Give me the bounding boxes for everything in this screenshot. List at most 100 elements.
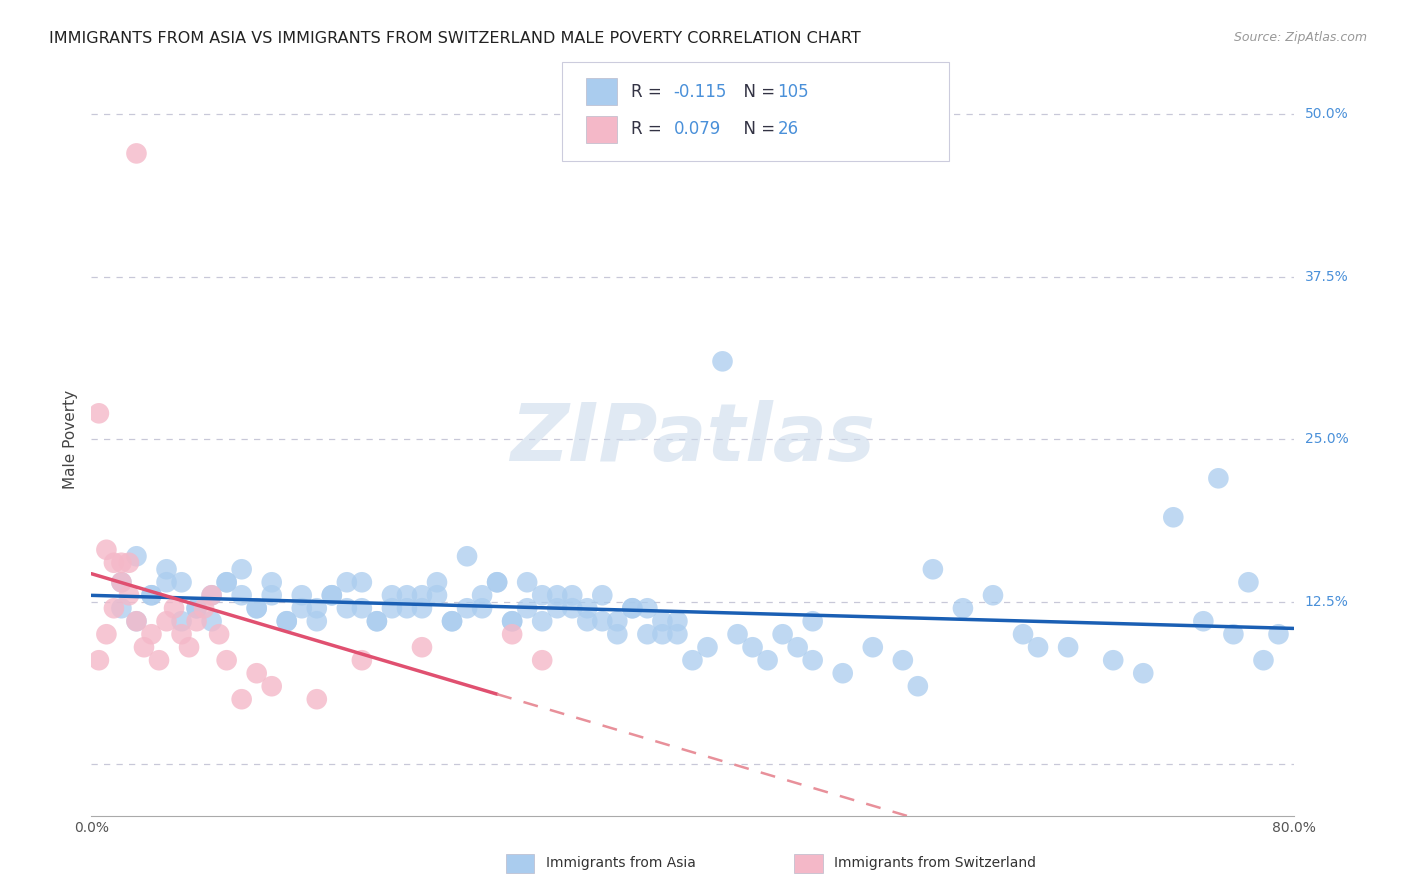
Text: IMMIGRANTS FROM ASIA VS IMMIGRANTS FROM SWITZERLAND MALE POVERTY CORRELATION CHA: IMMIGRANTS FROM ASIA VS IMMIGRANTS FROM …	[49, 31, 860, 46]
Point	[1208, 471, 1230, 485]
Point	[110, 575, 132, 590]
Point	[215, 575, 238, 590]
Point	[381, 588, 404, 602]
Text: 12.5%: 12.5%	[1305, 595, 1348, 608]
Point	[155, 575, 177, 590]
Point	[395, 588, 418, 602]
Point	[546, 588, 568, 602]
Point	[952, 601, 974, 615]
Text: -0.115: -0.115	[673, 83, 727, 101]
Point	[636, 601, 658, 615]
Point	[231, 692, 253, 706]
Text: N =: N =	[733, 120, 780, 138]
Point	[87, 406, 110, 420]
Point	[141, 588, 163, 602]
Point	[201, 614, 224, 628]
Text: Source: ZipAtlas.com: Source: ZipAtlas.com	[1233, 31, 1367, 45]
Point	[291, 601, 314, 615]
Point	[125, 614, 148, 628]
Point	[666, 614, 689, 628]
Point	[125, 549, 148, 564]
Point	[1132, 666, 1154, 681]
Point	[163, 601, 186, 615]
Text: 50.0%: 50.0%	[1305, 107, 1348, 121]
Point	[141, 627, 163, 641]
Point	[1026, 640, 1049, 655]
Point	[291, 588, 314, 602]
Point	[110, 575, 132, 590]
Point	[727, 627, 749, 641]
Point	[170, 575, 193, 590]
Point	[96, 627, 118, 641]
Point	[1222, 627, 1244, 641]
Point	[756, 653, 779, 667]
Point	[1012, 627, 1035, 641]
Point	[155, 614, 177, 628]
Point	[305, 692, 328, 706]
Point	[516, 601, 538, 615]
Point	[201, 588, 224, 602]
Point	[801, 653, 824, 667]
Point	[501, 614, 523, 628]
Point	[411, 588, 433, 602]
Point	[260, 575, 283, 590]
Point	[215, 653, 238, 667]
Point	[546, 601, 568, 615]
Point	[711, 354, 734, 368]
Point	[186, 601, 208, 615]
Point	[246, 601, 269, 615]
Point	[786, 640, 808, 655]
Point	[411, 601, 433, 615]
Point	[276, 614, 298, 628]
Point	[231, 588, 253, 602]
Text: 37.5%: 37.5%	[1305, 270, 1348, 284]
Point	[651, 614, 673, 628]
Point	[981, 588, 1004, 602]
Point	[1192, 614, 1215, 628]
Point	[440, 614, 463, 628]
Point	[591, 614, 613, 628]
Point	[831, 666, 853, 681]
Point	[531, 653, 554, 667]
Text: 0.079: 0.079	[673, 120, 721, 138]
Point	[118, 588, 141, 602]
Point	[907, 679, 929, 693]
Point	[456, 601, 478, 615]
Point	[305, 614, 328, 628]
Point	[381, 601, 404, 615]
Point	[471, 588, 494, 602]
Point	[1253, 653, 1275, 667]
Point	[305, 601, 328, 615]
Point	[231, 562, 253, 576]
Point	[186, 614, 208, 628]
Point	[411, 640, 433, 655]
Point	[1237, 575, 1260, 590]
Point	[440, 614, 463, 628]
Point	[125, 614, 148, 628]
Point	[531, 614, 554, 628]
Point	[110, 556, 132, 570]
Point	[576, 601, 599, 615]
Point	[246, 666, 269, 681]
Point	[772, 627, 794, 641]
Point	[606, 614, 628, 628]
Text: ZIPatlas: ZIPatlas	[510, 401, 875, 478]
Point	[132, 640, 155, 655]
Point	[276, 614, 298, 628]
Text: Immigrants from Asia: Immigrants from Asia	[546, 856, 696, 871]
Point	[350, 653, 373, 667]
Point	[96, 542, 118, 557]
Point	[862, 640, 884, 655]
Point	[561, 601, 583, 615]
Point	[741, 640, 763, 655]
Point	[336, 601, 359, 615]
Text: Immigrants from Switzerland: Immigrants from Switzerland	[834, 856, 1036, 871]
Point	[87, 653, 110, 667]
Point	[215, 575, 238, 590]
Point	[336, 575, 359, 590]
Point	[801, 614, 824, 628]
Point	[471, 601, 494, 615]
Point	[1102, 653, 1125, 667]
Point	[260, 588, 283, 602]
Point	[103, 556, 125, 570]
